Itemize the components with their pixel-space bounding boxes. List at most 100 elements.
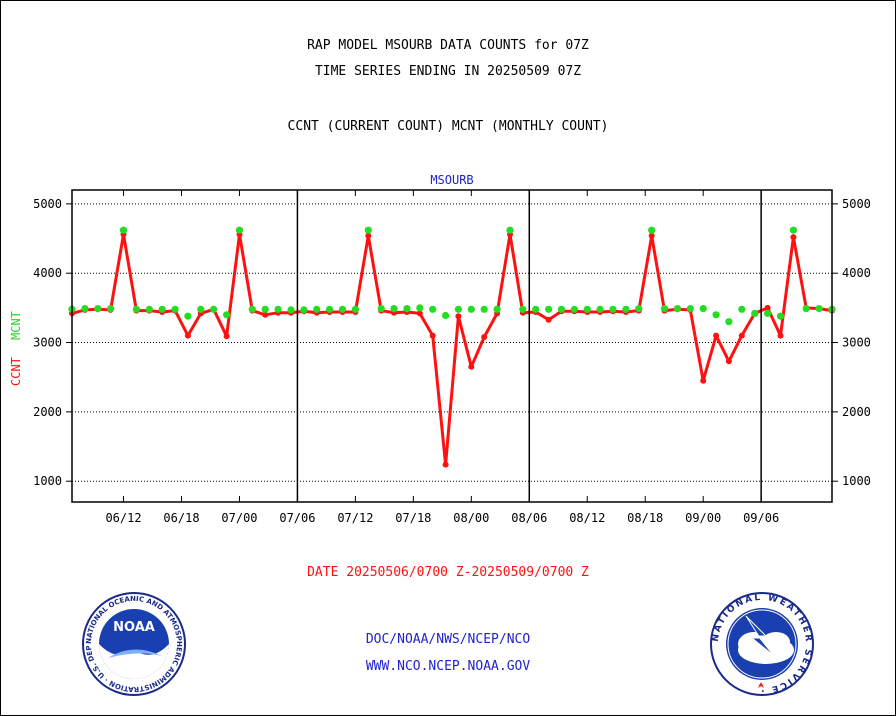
x-tick-label: 09/00 [685, 511, 721, 525]
point-ccnt [442, 461, 449, 468]
org-label: DOC/NOAA/NWS/NCEP/NCO [365, 632, 531, 647]
point-ccnt [223, 333, 230, 340]
point-mcnt [107, 305, 115, 313]
point-mcnt [81, 305, 89, 313]
point-ccnt [790, 234, 797, 241]
y-tick-label-right: 5000 [842, 197, 871, 211]
x-tick-label: 07/12 [337, 511, 373, 525]
point-ccnt [700, 377, 707, 384]
point-mcnt [596, 305, 604, 313]
point-mcnt [776, 312, 785, 320]
point-mcnt [583, 305, 591, 313]
point-mcnt [673, 305, 682, 313]
y-tick-label-right: 1000 [842, 474, 871, 488]
point-mcnt [158, 305, 166, 313]
point-ccnt [262, 311, 269, 318]
point-mcnt [519, 305, 527, 313]
point-ccnt [455, 313, 462, 320]
point-mcnt [145, 305, 153, 313]
point-ccnt [481, 334, 488, 340]
chart-title-line1: RAP MODEL MSOURB DATA COUNTS for 07Z [307, 38, 589, 53]
point-mcnt [403, 305, 411, 313]
point-mcnt [545, 305, 553, 313]
point-mcnt [648, 226, 656, 234]
nws-logo: NATIONAL WEATHER SERVICE · [710, 592, 814, 696]
date-range-label: DATE 20250506/0700 Z-20250509/0700 Z [307, 565, 589, 580]
point-mcnt [751, 309, 759, 317]
point-ccnt [365, 232, 372, 239]
point-ccnt [416, 310, 423, 317]
point-mcnt [94, 305, 102, 313]
point-ccnt [648, 232, 655, 239]
point-mcnt [351, 305, 359, 313]
point-mcnt [725, 318, 733, 326]
y-axis-label-ccnt: CCNT [9, 357, 23, 386]
point-mcnt [416, 304, 424, 312]
point-ccnt [777, 332, 784, 339]
point-mcnt [197, 305, 205, 313]
point-mcnt [686, 305, 694, 313]
point-mcnt [171, 305, 179, 313]
point-mcnt [454, 305, 462, 313]
point-mcnt [789, 226, 798, 234]
plot-frame [71, 189, 833, 503]
chart-title-line2: TIME SERIES ENDING IN 20250509 07Z [314, 64, 582, 79]
point-mcnt [274, 305, 282, 313]
x-tick-label: 08/06 [511, 511, 547, 525]
point-mcnt [570, 305, 579, 313]
point-mcnt [712, 311, 720, 319]
chart-subtitle: CCNT (CURRENT COUNT) MCNT (MONTHLY COUNT… [287, 119, 609, 134]
x-tick-label: 07/18 [395, 511, 431, 525]
point-mcnt [442, 311, 450, 320]
point-mcnt [364, 226, 372, 234]
point-mcnt [609, 305, 617, 313]
point-mcnt [699, 305, 707, 313]
y-tick-label-left: 3000 [33, 336, 62, 350]
point-mcnt [467, 305, 475, 313]
y-tick-label-right: 3000 [842, 336, 871, 350]
point-mcnt [338, 305, 347, 313]
x-tick-label: 08/00 [453, 511, 489, 525]
x-tick-label: 09/06 [743, 511, 779, 525]
point-ccnt [738, 332, 745, 339]
point-mcnt [223, 311, 231, 319]
x-tick-label: 07/00 [221, 511, 257, 525]
x-tick-label: 06/12 [105, 511, 141, 525]
point-mcnt [248, 305, 256, 313]
point-mcnt [815, 305, 823, 313]
point-mcnt [660, 305, 669, 313]
y-axis-label-mcnt: MCNT [9, 311, 23, 340]
x-tick-label: 06/18 [163, 511, 199, 525]
series-line-mcnt [72, 230, 832, 322]
point-mcnt [119, 226, 128, 234]
point-mcnt [210, 305, 218, 313]
point-mcnt [132, 305, 140, 313]
point-mcnt [802, 305, 810, 313]
series-line-ccnt [71, 232, 833, 467]
point-mcnt [300, 306, 308, 314]
point-mcnt [493, 305, 501, 313]
point-mcnt [390, 305, 398, 313]
point-mcnt [429, 305, 437, 313]
point-mcnt [738, 305, 746, 313]
y-tick-label-left: 4000 [33, 266, 62, 280]
point-mcnt [235, 226, 244, 234]
point-mcnt [557, 305, 566, 313]
point-ccnt [725, 358, 732, 365]
y-tick-label-left: 1000 [33, 474, 62, 488]
point-ccnt [764, 304, 771, 311]
y-tick-label-right: 4000 [842, 266, 871, 280]
point-ccnt [713, 332, 720, 339]
website-label: WWW.NCO.NCEP.NOAA.GOV [365, 659, 531, 674]
point-mcnt [764, 309, 772, 317]
point-ccnt [429, 332, 436, 339]
x-tick-label: 08/18 [627, 511, 663, 525]
point-ccnt [468, 363, 475, 370]
x-tick-label: 07/06 [279, 511, 315, 525]
point-mcnt [326, 305, 334, 313]
y-tick-label-left: 5000 [33, 197, 62, 211]
point-mcnt [480, 305, 488, 313]
x-tick-label: 08/12 [569, 511, 605, 525]
noaa-logo-text: NOAA [113, 620, 155, 635]
